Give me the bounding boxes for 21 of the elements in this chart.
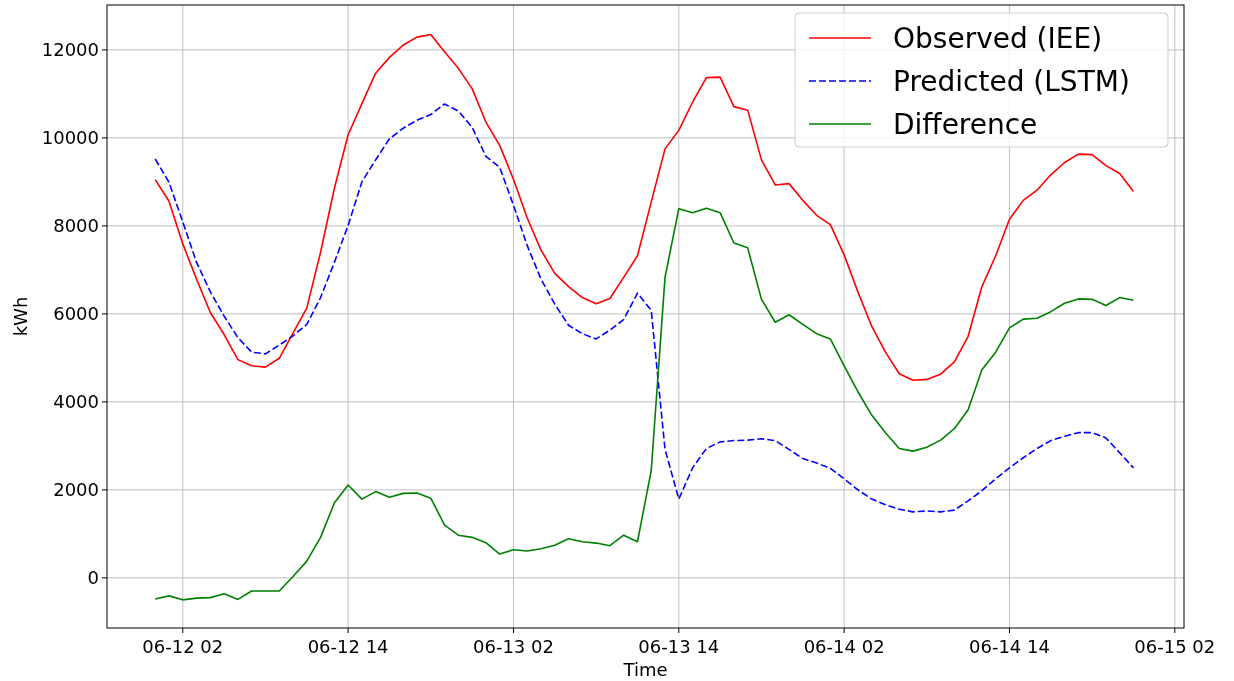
y-tick-label: 10000 bbox=[41, 127, 99, 149]
y-tick-label: 4000 bbox=[53, 391, 99, 413]
x-axis-title: Time bbox=[622, 659, 668, 680]
x-tick-label: 06-14 14 bbox=[969, 636, 1050, 657]
x-tick-label: 06-12 14 bbox=[307, 636, 389, 657]
y-tick-label: 8000 bbox=[53, 215, 99, 237]
x-tick-label: 06-13 14 bbox=[638, 636, 720, 657]
legend-label: Difference bbox=[893, 107, 1038, 141]
x-tick-label: 06-14 02 bbox=[803, 636, 885, 657]
line-series bbox=[154, 207, 1135, 601]
legend-label: Predicted (LSTM) bbox=[893, 64, 1130, 98]
x-tick-label: 06-13 02 bbox=[472, 636, 554, 657]
y-tick-label: 12000 bbox=[41, 39, 99, 61]
x-tick-label: 06-15 02 bbox=[1134, 636, 1216, 657]
y-tick-label: 0 bbox=[87, 567, 99, 589]
x-tick-label: 06-12 02 bbox=[142, 636, 224, 657]
y-axis-title: kWh bbox=[10, 296, 31, 337]
y-tick-label: 2000 bbox=[53, 479, 99, 501]
line-series bbox=[154, 103, 1135, 513]
y-tick-label: 6000 bbox=[53, 303, 99, 325]
legend-label: Observed (IEE) bbox=[893, 21, 1103, 55]
